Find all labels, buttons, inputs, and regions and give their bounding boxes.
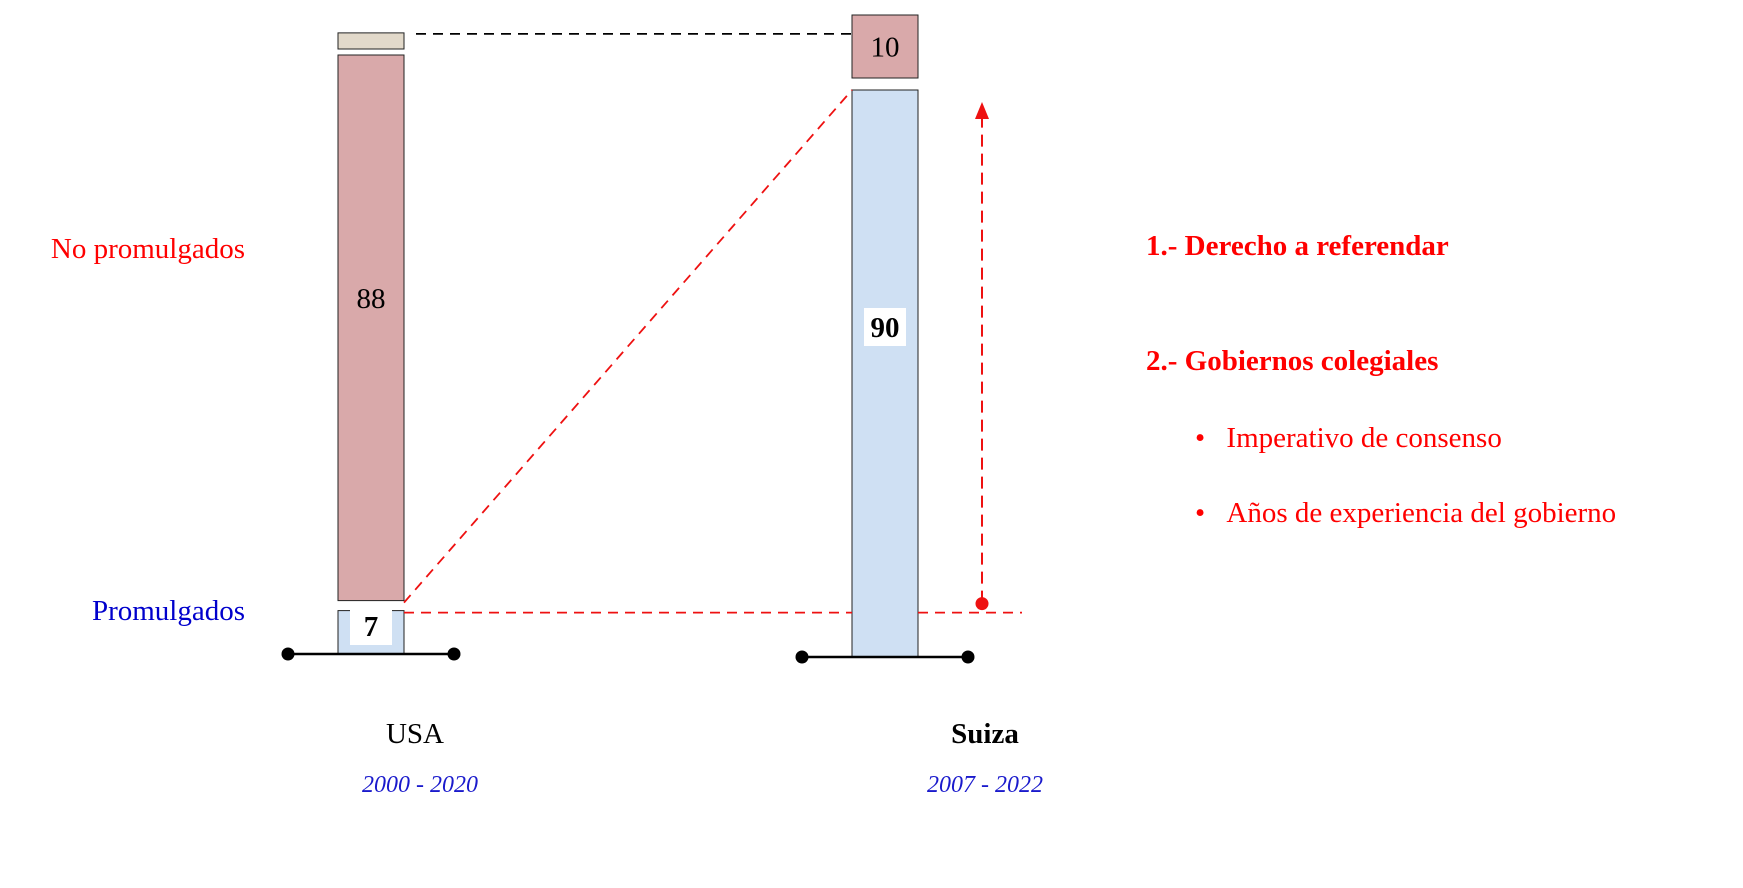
increase-arrow-head-icon bbox=[975, 102, 989, 119]
data-label-suiza-promulgados: 90 bbox=[871, 312, 900, 344]
bullet-dot-icon: • bbox=[1195, 422, 1206, 454]
bullet-text: Imperativo de consenso bbox=[1226, 422, 1502, 454]
annotation-gobiernos-colegiales: 2.- Gobiernos colegiales bbox=[1146, 345, 1439, 377]
data-label-usa-promulgados-box bbox=[350, 607, 392, 645]
baseline-right-dot-usa bbox=[447, 647, 461, 661]
bullet-item-consenso: • Imperativo de consenso bbox=[1195, 422, 1502, 455]
baseline-right-dot-suiza bbox=[961, 650, 975, 664]
data-label-suiza-no-promulgados: 10 bbox=[871, 32, 900, 64]
bar-promulgados-suiza bbox=[851, 89, 919, 658]
data-label-usa-promulgados: 7 bbox=[364, 611, 379, 643]
series-label-no-promulgados: No promulgados bbox=[50, 233, 245, 265]
annotation-derecho-a-referendar: 1.- Derecho a referendar bbox=[1146, 230, 1449, 262]
period-label-suiza: 2007 - 2022 bbox=[927, 772, 1043, 798]
bar-no-promulgados-usa bbox=[337, 54, 405, 602]
bullet-text: Años de experiencia del gobierno bbox=[1226, 497, 1617, 529]
data-label-suiza-promulgados-box bbox=[864, 308, 906, 346]
bar-no-promulgados-suiza bbox=[851, 14, 919, 79]
series-label-promulgados: Promulgados bbox=[91, 595, 245, 627]
period-label-usa: 2000 - 2020 bbox=[362, 772, 478, 798]
data-labels-layer: 7 88 90 10 bbox=[350, 32, 906, 645]
increase-arrow-origin-dot bbox=[975, 597, 989, 611]
bullet-dot-icon: • bbox=[1195, 497, 1206, 529]
data-label-usa-no-promulgados: 88 bbox=[357, 283, 386, 315]
category-label-usa: USA bbox=[385, 718, 444, 750]
baseline-left-dot-suiza bbox=[795, 650, 809, 664]
bars-layer bbox=[281, 14, 975, 664]
baseline-left-dot-usa bbox=[281, 647, 295, 661]
connector-lines-layer bbox=[403, 32, 1022, 614]
connector-diagonal-red bbox=[403, 89, 853, 604]
category-label-suiza: Suiza bbox=[951, 718, 1019, 750]
bullet-item-experiencia: • Años de experiencia del gobierno bbox=[1195, 497, 1616, 530]
bar-remainder-usa bbox=[337, 32, 405, 50]
